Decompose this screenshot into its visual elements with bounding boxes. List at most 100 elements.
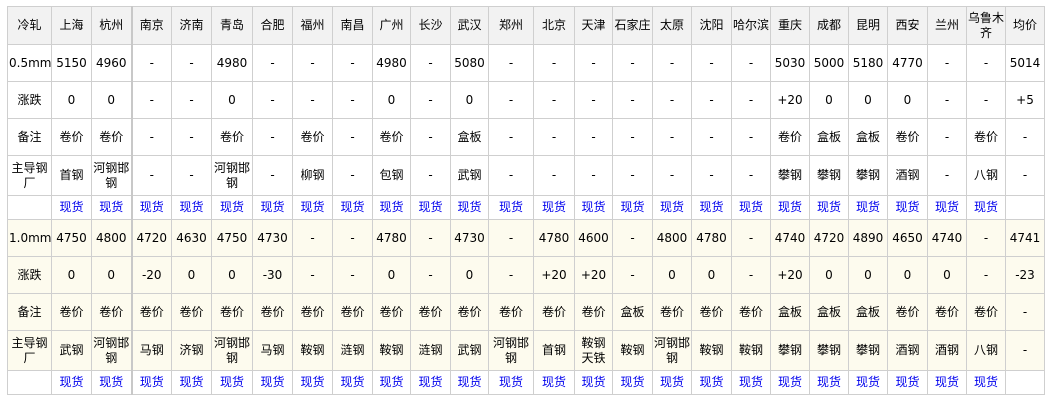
row-label: 1.0mm — [7, 219, 52, 257]
spot-link[interactable]: 现货 — [379, 375, 404, 389]
table-row: 1.0mm 4750 4800 4720 4630 4750 4730- -4780-4730… — [7, 219, 1045, 257]
spot-link[interactable]: 现货 — [418, 200, 443, 214]
spot-link[interactable]: 现货 — [816, 200, 841, 214]
spot-link[interactable]: 现货 — [59, 375, 84, 389]
row-label: 涨跌 — [7, 81, 52, 119]
table-cell: - — [130, 118, 172, 156]
spot-cell: 现货 — [51, 195, 92, 220]
table-cell: 鞍钢天铁 — [574, 330, 613, 371]
table-cell: 卷价 — [211, 293, 253, 331]
table-cell: 4800 — [91, 219, 132, 257]
city-header: 广州 — [372, 6, 411, 45]
spot-link[interactable]: 现货 — [777, 375, 802, 389]
spot-link[interactable]: 现货 — [99, 200, 124, 214]
table-cell: - — [652, 155, 692, 196]
spot-link[interactable]: 现货 — [99, 375, 124, 389]
table-cell: 鞍钢 — [292, 330, 333, 371]
spot-link[interactable]: 现货 — [581, 375, 606, 389]
table-cell: 0 — [652, 256, 692, 294]
spot-link[interactable]: 现货 — [816, 375, 841, 389]
table-cell: - — [1005, 330, 1045, 371]
spot-link[interactable]: 现货 — [620, 375, 645, 389]
city-header: 杭州 — [91, 6, 132, 45]
table-cell: - — [652, 44, 692, 82]
spot-cell: 现货 — [91, 370, 132, 395]
spot-link[interactable]: 现货 — [541, 375, 566, 389]
table-cell: - — [410, 256, 451, 294]
spot-cell: 现货 — [332, 370, 373, 395]
table-cell: - — [171, 44, 212, 82]
row-label: 主导钢厂 — [7, 155, 52, 196]
spot-link[interactable]: 现货 — [340, 375, 365, 389]
spot-link[interactable]: 现货 — [895, 200, 920, 214]
spot-link[interactable]: 现货 — [498, 375, 523, 389]
table-cell: 0 — [887, 81, 928, 119]
spot-cell: 现货 — [809, 370, 849, 395]
spot-link[interactable]: 现货 — [620, 200, 645, 214]
spot-link[interactable]: 现货 — [340, 200, 365, 214]
spot-cell — [1005, 370, 1045, 395]
spot-link[interactable]: 现货 — [973, 200, 998, 214]
spot-link[interactable]: 现货 — [179, 200, 204, 214]
spot-link[interactable]: 现货 — [139, 375, 164, 389]
spot-link[interactable]: 现货 — [855, 375, 880, 389]
spot-link[interactable]: 现货 — [777, 200, 802, 214]
table-cell: - — [612, 81, 653, 119]
table-cell: - — [574, 44, 613, 82]
table-cell: - — [252, 44, 293, 82]
spot-cell: 现货 — [292, 370, 333, 395]
spot-link[interactable]: 现货 — [219, 375, 244, 389]
table-cell: 5180 — [848, 44, 888, 82]
spot-link[interactable]: 现货 — [139, 200, 164, 214]
spot-link[interactable]: 现货 — [179, 375, 204, 389]
table-cell: - — [252, 155, 293, 196]
table-cell: - — [410, 118, 451, 156]
spot-link[interactable]: 现货 — [59, 200, 84, 214]
spot-link[interactable]: 现货 — [457, 200, 482, 214]
spot-cell: 现货 — [770, 370, 810, 395]
city-header: 昆明 — [848, 6, 888, 45]
table-cell: 4980 — [372, 44, 411, 82]
spot-link[interactable]: 现货 — [581, 200, 606, 214]
spot-link[interactable]: 现货 — [973, 375, 998, 389]
spot-link[interactable]: 现货 — [659, 375, 684, 389]
table-cell: 4960 — [91, 44, 132, 82]
table-cell: 鞍钢 — [731, 330, 771, 371]
table-cell: 卷价 — [731, 293, 771, 331]
spot-link[interactable]: 现货 — [699, 200, 724, 214]
table-cell: - — [612, 44, 653, 82]
table-cell: 攀钢 — [809, 155, 849, 196]
table-cell: - — [488, 256, 534, 294]
spot-link[interactable]: 现货 — [855, 200, 880, 214]
table-cell: - — [731, 81, 771, 119]
spot-cell: 现货 — [966, 370, 1006, 395]
table-cell: 5150 — [51, 44, 92, 82]
spot-link[interactable]: 现货 — [699, 375, 724, 389]
spot-link[interactable]: 现货 — [895, 375, 920, 389]
table-row: 0.5mm 5150 4960- -4980- - -4980-5080- - - - - - -50… — [7, 44, 1045, 82]
spot-link[interactable]: 现货 — [738, 200, 763, 214]
city-header: 北京 — [533, 6, 575, 45]
spot-link[interactable]: 现货 — [260, 200, 285, 214]
spot-link[interactable]: 现货 — [541, 200, 566, 214]
spot-link[interactable]: 现货 — [219, 200, 244, 214]
spot-link[interactable]: 现货 — [659, 200, 684, 214]
spot-link[interactable]: 现货 — [300, 200, 325, 214]
table-cell: - — [533, 44, 575, 82]
spot-cell: 现货 — [887, 370, 928, 395]
spot-link[interactable]: 现货 — [300, 375, 325, 389]
table-cell: 0 — [91, 81, 132, 119]
table-cell: 卷价 — [211, 118, 253, 156]
table-cell: 鞍钢 — [372, 330, 411, 371]
spot-link[interactable]: 现货 — [457, 375, 482, 389]
spot-link[interactable]: 现货 — [418, 375, 443, 389]
spot-link[interactable]: 现货 — [260, 375, 285, 389]
spot-link[interactable]: 现货 — [738, 375, 763, 389]
table-cell: 0 — [887, 256, 928, 294]
spot-cell: 现货 — [652, 370, 692, 395]
spot-link[interactable]: 现货 — [934, 375, 959, 389]
spot-link[interactable]: 现货 — [379, 200, 404, 214]
spot-cell: 现货 — [574, 195, 613, 220]
spot-link[interactable]: 现货 — [934, 200, 959, 214]
spot-link[interactable]: 现货 — [498, 200, 523, 214]
